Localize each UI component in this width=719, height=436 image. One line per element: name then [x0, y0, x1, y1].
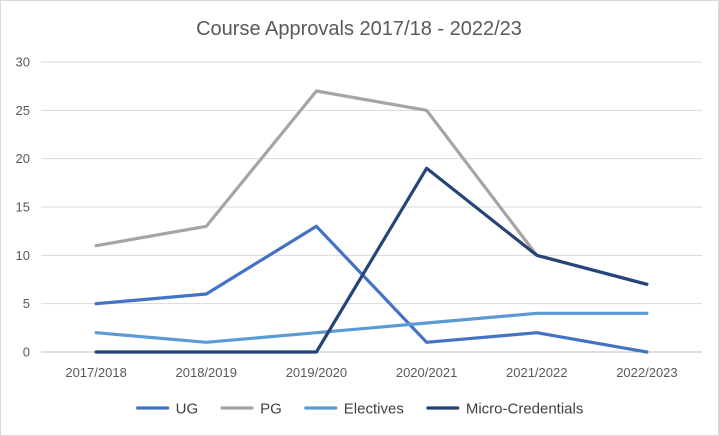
- series-line-electives: [94, 311, 649, 344]
- x-tick-label: 2018/2019: [176, 365, 237, 380]
- series-line-ug: [94, 224, 649, 354]
- x-tick-label: 2017/2018: [65, 365, 126, 380]
- series-line-micro-credentials: [94, 166, 649, 354]
- legend-item-pg: PG: [220, 401, 282, 418]
- legend-item-electives: Electives: [304, 401, 404, 418]
- y-axis-ticks: 0 5 10 15 20 25 30: [16, 55, 30, 360]
- y-tick-label: 15: [16, 200, 30, 215]
- x-tick-label: 2020/2021: [396, 365, 457, 380]
- y-tick-label: 25: [16, 103, 30, 118]
- legend: UG PG Electives Micro-Credentials: [136, 401, 584, 418]
- legend-item-ug: UG: [136, 401, 199, 418]
- legend-label: Micro-Credentials: [466, 401, 584, 418]
- series-lines: [94, 89, 649, 354]
- legend-label: Electives: [344, 401, 404, 418]
- legend-label: UG: [176, 401, 199, 418]
- x-tick-label: 2021/2022: [506, 365, 567, 380]
- x-axis-ticks: 2017/2018 2018/2019 2019/2020 2020/2021 2021…: [65, 365, 677, 380]
- y-tick-label: 5: [23, 296, 30, 311]
- y-tick-label: 10: [16, 248, 30, 263]
- x-tick-label: 2022/2023: [616, 365, 677, 380]
- gridlines: [41, 61, 702, 353]
- y-tick-label: 30: [16, 55, 30, 70]
- x-tick-label: 2019/2020: [286, 365, 347, 380]
- legend-label: PG: [260, 401, 282, 418]
- y-tick-label: 20: [16, 151, 30, 166]
- y-tick-label: 0: [23, 345, 30, 360]
- chart-title: Course Approvals 2017/18 - 2022/23: [196, 18, 522, 40]
- legend-item-micro-credentials: Micro-Credentials: [426, 401, 584, 418]
